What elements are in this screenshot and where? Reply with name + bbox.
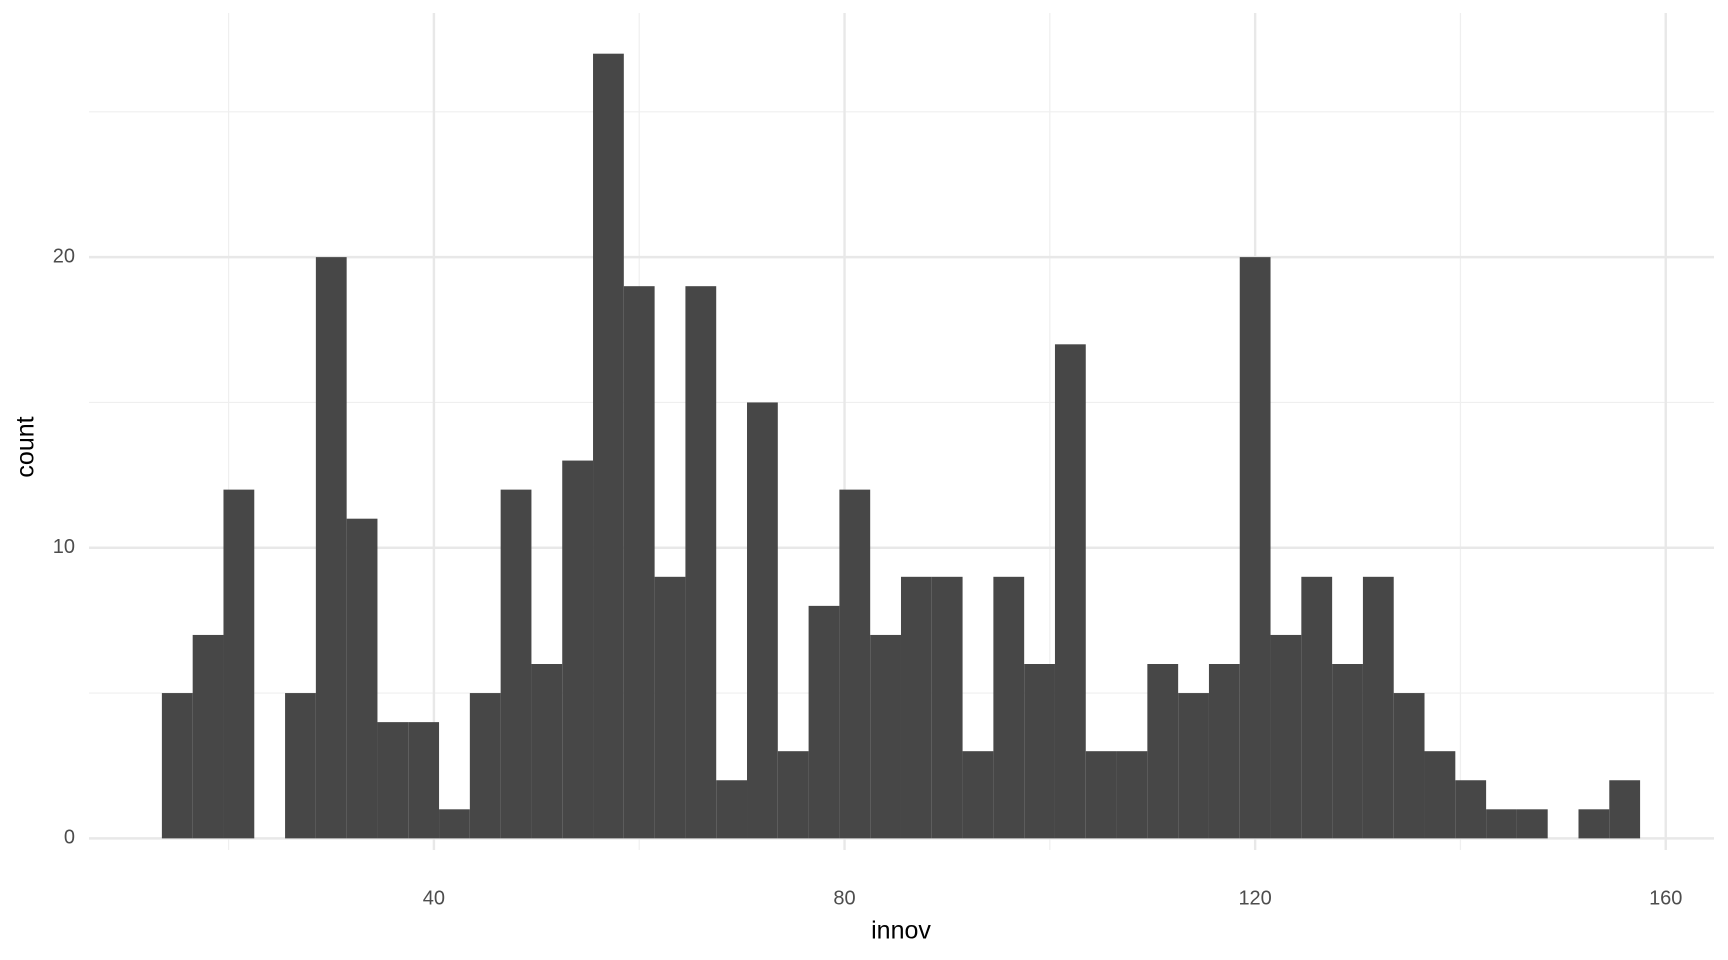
bar: [1239, 257, 1271, 839]
bar: [593, 53, 624, 839]
bar: [1486, 809, 1517, 839]
bar: [747, 402, 778, 839]
bar: [808, 605, 840, 839]
bar: [993, 576, 1025, 839]
bar: [1455, 780, 1487, 839]
x-tick-label: 160: [1649, 887, 1682, 909]
y-tick-label: 20: [53, 245, 75, 267]
bar: [1085, 751, 1117, 839]
bar: [377, 722, 409, 839]
bar: [346, 518, 378, 839]
bar: [1332, 664, 1363, 839]
bar: [285, 693, 316, 839]
bar: [1270, 634, 1302, 839]
bar: [500, 489, 532, 839]
bar: [900, 576, 932, 839]
bar: [408, 722, 440, 839]
bar: [531, 664, 563, 839]
bar: [223, 489, 255, 839]
bar: [962, 751, 994, 839]
y-tick-label: 10: [53, 536, 75, 558]
bar: [1116, 751, 1148, 839]
y-tick-label: 0: [64, 827, 75, 849]
bar: [870, 634, 901, 839]
bar: [1178, 693, 1209, 839]
bar: [1301, 576, 1333, 839]
bar: [623, 286, 655, 839]
bar: [1362, 576, 1394, 839]
bar: [654, 576, 686, 839]
bar: [931, 576, 963, 839]
bar: [1516, 809, 1548, 839]
bar: [1393, 693, 1425, 839]
x-axis-title: innov: [871, 917, 931, 945]
y-axis-title: count: [12, 416, 40, 477]
bar: [1609, 780, 1641, 839]
bar: [192, 634, 224, 839]
bar: [1208, 664, 1240, 839]
bar: [1054, 344, 1086, 839]
bar: [1147, 664, 1179, 839]
bar: [716, 780, 748, 839]
bar: [839, 489, 871, 839]
x-tick-label: 120: [1238, 887, 1271, 909]
bar: [439, 809, 470, 839]
bar: [1024, 664, 1055, 839]
bar: [161, 693, 193, 839]
bar: [469, 693, 501, 839]
bar: [562, 460, 594, 839]
bar: [777, 751, 809, 839]
x-tick-label: 40: [423, 887, 445, 909]
bar: [1424, 751, 1456, 839]
bar: [685, 286, 717, 839]
bar: [1578, 809, 1610, 839]
bar: [315, 257, 347, 839]
x-tick-label: 80: [833, 887, 855, 909]
